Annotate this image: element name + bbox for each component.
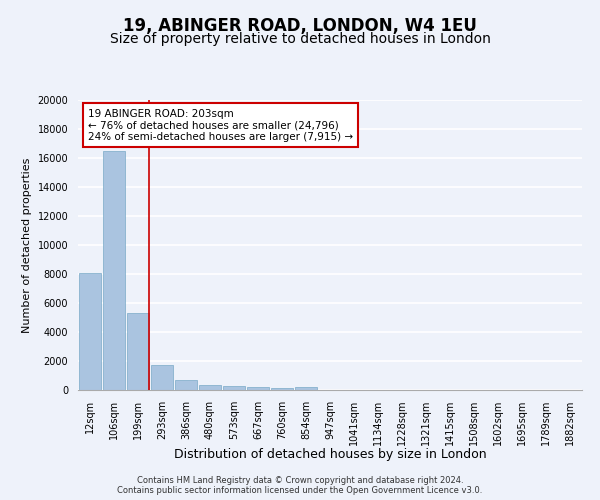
Bar <box>151 364 173 390</box>
Bar <box>223 386 245 390</box>
Bar <box>79 272 101 390</box>
X-axis label: Distribution of detached houses by size in London: Distribution of detached houses by size … <box>173 448 487 461</box>
Bar <box>247 387 269 390</box>
Bar <box>175 380 197 390</box>
Bar <box>295 387 317 390</box>
Y-axis label: Number of detached properties: Number of detached properties <box>22 158 32 332</box>
Text: 19 ABINGER ROAD: 203sqm
← 76% of detached houses are smaller (24,796)
24% of sem: 19 ABINGER ROAD: 203sqm ← 76% of detache… <box>88 108 353 142</box>
Text: Size of property relative to detached houses in London: Size of property relative to detached ho… <box>110 32 490 46</box>
Bar <box>103 151 125 390</box>
Text: Contains HM Land Registry data © Crown copyright and database right 2024.
Contai: Contains HM Land Registry data © Crown c… <box>118 476 482 495</box>
Bar <box>271 388 293 390</box>
Text: 19, ABINGER ROAD, LONDON, W4 1EU: 19, ABINGER ROAD, LONDON, W4 1EU <box>123 18 477 36</box>
Bar <box>127 313 149 390</box>
Bar <box>199 385 221 390</box>
